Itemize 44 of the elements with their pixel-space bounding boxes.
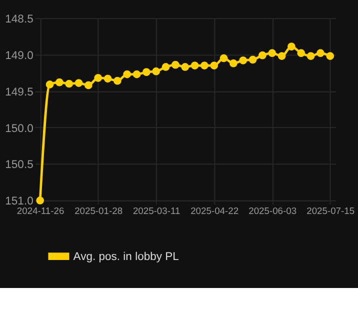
point: [46, 80, 54, 88]
point: [114, 76, 122, 85]
point: [326, 52, 334, 60]
x-tick-label: 2025-06-03: [248, 205, 297, 216]
x-tick-label: 2024-11-26: [16, 205, 64, 216]
point: [152, 67, 160, 76]
point: [181, 63, 190, 71]
point: [94, 74, 102, 82]
y-tick-label: 148.5: [5, 13, 34, 26]
point: [297, 49, 306, 58]
point: [288, 42, 296, 50]
point: [306, 52, 315, 60]
x-tick-label: 2025-03-11: [132, 205, 180, 216]
point: [142, 68, 150, 76]
point: [162, 63, 170, 71]
point: [268, 49, 276, 58]
point: [230, 59, 238, 68]
x-tick-label: 2025-07-15: [306, 205, 355, 216]
point: [36, 196, 44, 204]
point: [278, 52, 286, 60]
point: [55, 78, 64, 86]
point: [248, 56, 257, 64]
point: [132, 70, 141, 78]
point: [258, 51, 266, 60]
point: [65, 80, 74, 88]
point: [74, 79, 83, 87]
y-tick-label: 150.0: [5, 122, 34, 135]
y-tick-label: 150.5: [5, 159, 34, 172]
point: [190, 62, 199, 70]
point: [104, 74, 112, 83]
x-tick-label: 2025-01-28: [74, 205, 123, 216]
y-tick-label: 151.0: [5, 196, 34, 208]
point: [210, 62, 218, 70]
y-tick-label: 149.0: [5, 50, 34, 62]
point: [220, 54, 228, 62]
point: [316, 49, 324, 58]
point: [84, 81, 92, 90]
x-tick-label: 2025-04-22: [190, 205, 239, 216]
point: [239, 56, 248, 64]
point: [172, 60, 180, 69]
point: [123, 70, 132, 78]
y-tick-label: 149.5: [5, 86, 34, 98]
point: [200, 62, 208, 70]
legend-label: Avg. pos. in lobby PL: [73, 251, 179, 264]
